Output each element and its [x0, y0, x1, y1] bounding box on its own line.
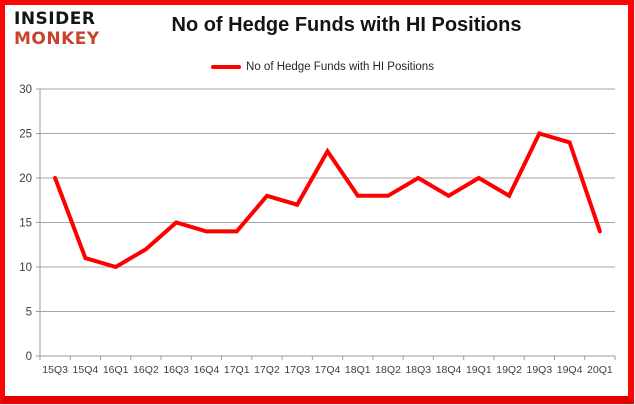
- y-tick-label: 25: [19, 129, 32, 141]
- line-chart-svg: 0 5 10 15 20 25 30 15Q3 15Q4 16Q1 16Q2 16Q3 16Q4 17Q1…: [19, 84, 616, 376]
- legend: No of Hedge Funds with HI Positions: [17, 61, 628, 73]
- x-tick-label: 17Q2: [254, 364, 280, 376]
- y-axis-labels: 0 5 10 15 20 25 30: [19, 84, 32, 363]
- x-tick-label: 19Q3: [526, 364, 552, 376]
- x-tick-label: 15Q4: [73, 364, 99, 376]
- logo-line-monkey: MONKEY: [14, 29, 100, 49]
- x-tick-label: 16Q3: [163, 364, 189, 376]
- x-axis-labels: 15Q3 15Q4 16Q1 16Q2 16Q3 16Q4 17Q1 17Q2 17Q3 17Q4…: [42, 364, 613, 376]
- chart-title: No of Hedge Funds with HI Positions: [171, 14, 522, 36]
- x-tick-label: 18Q2: [375, 364, 401, 376]
- y-tick-label: 20: [19, 173, 32, 185]
- series-line-hedge-funds: [53, 131, 602, 270]
- y-tick-label: 10: [19, 262, 32, 274]
- x-tick-label: 16Q2: [133, 364, 159, 376]
- y-tick-label: 30: [19, 84, 32, 96]
- y-tick-label: 0: [26, 351, 32, 363]
- insider-monkey-logo: INSIDER MONKEY: [14, 9, 100, 49]
- x-tick-label: 17Q1: [224, 364, 250, 376]
- legend-line-marker-icon: [211, 64, 242, 70]
- logo-line-insider: INSIDER: [14, 9, 96, 29]
- x-tick-label: 16Q1: [103, 364, 129, 376]
- x-tick-label: 18Q1: [345, 364, 371, 376]
- x-tick-label: 18Q3: [405, 364, 431, 376]
- x-tick-label: 19Q1: [466, 364, 492, 376]
- y-tick-label: 15: [19, 218, 32, 230]
- x-tick-label: 15Q3: [42, 364, 68, 376]
- x-tick-label: 18Q4: [436, 364, 462, 376]
- y-tick-label: 5: [26, 307, 32, 319]
- legend-label: No of Hedge Funds with HI Positions: [246, 61, 434, 73]
- x-tick-label: 16Q4: [194, 364, 220, 376]
- x-tick-label: 17Q3: [284, 364, 310, 376]
- x-tick-label: 17Q4: [315, 364, 341, 376]
- x-tick-label: 19Q4: [557, 364, 583, 376]
- x-tick-label: 20Q1: [587, 364, 613, 376]
- y-gridlines: [36, 88, 615, 357]
- plot-area-wrapper: 0 5 10 15 20 25 30 15Q3 15Q4 16Q1 16Q2 16Q3 16Q4 17Q1…: [5, 5, 628, 396]
- x-tick-label: 19Q2: [496, 364, 522, 376]
- x-ticks: [39, 356, 616, 360]
